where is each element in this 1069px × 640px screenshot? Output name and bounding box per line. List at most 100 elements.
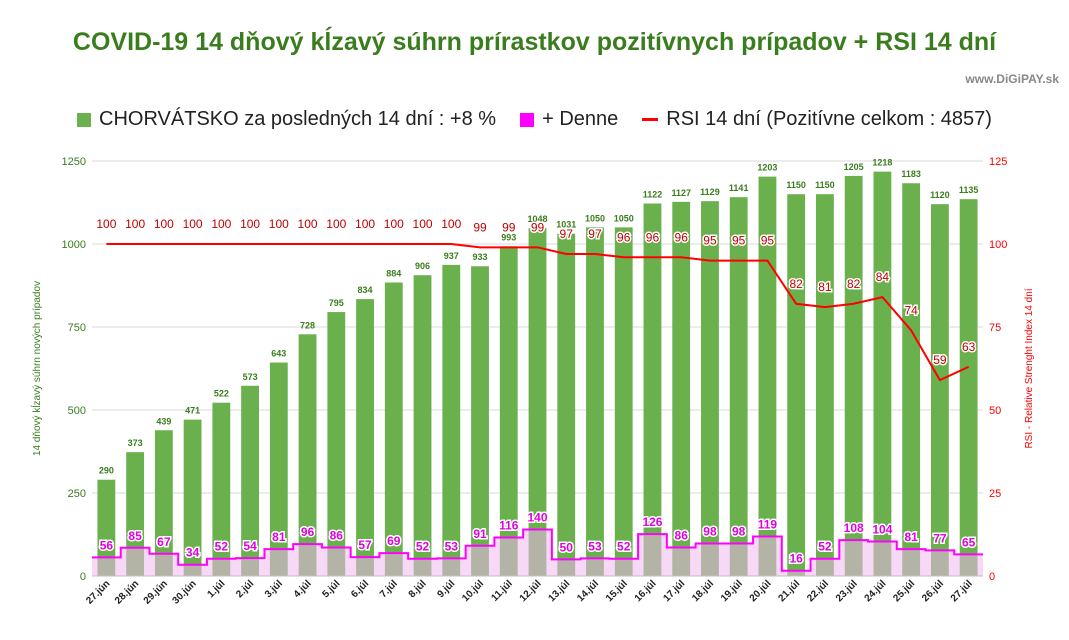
daily-value-label: 52 [416,540,430,554]
bar-value-label: 933 [473,252,488,262]
x-tick-label: 9.júl [435,578,457,600]
x-tick-label: 13.júl [546,578,572,604]
rsi-value-label: 95 [703,234,717,248]
bar-value-label: 1048 [527,214,547,224]
bar [212,402,231,576]
bar-value-label: 290 [99,466,114,476]
bar-value-label: 1218 [872,158,892,168]
legend: CHORVÁTSKO za posledných 14 dní : +8 % +… [0,108,1069,131]
rsi-value-label: 100 [384,217,404,231]
bar-value-label: 834 [358,285,373,295]
daily-value-label: 86 [675,528,689,542]
x-tick-label: 17.júl [661,578,687,604]
x-tick-label: 6.júl [349,578,371,600]
bar-value-label: 1150 [815,180,835,190]
rsi-value-label: 97 [588,227,602,241]
daily-value-label: 69 [387,534,401,548]
rsi-value-label: 100 [413,217,433,231]
legend-item-cumulative: CHORVÁTSKO za posledných 14 dní : +8 % [77,108,496,131]
bar-value-label: 1150 [786,180,806,190]
bar-value-label: 795 [329,298,344,308]
bar-value-label: 1203 [757,163,777,173]
bar [873,171,892,576]
x-tick-label: 18.júl [690,578,716,604]
daily-value-label: 56 [100,538,114,552]
rsi-value-label: 63 [962,340,976,354]
chart-title: COVID-19 14 dňový kĺzavý súhrn prírastko… [72,28,997,56]
rsi-value-label: 99 [473,220,487,234]
daily-value-label: 108 [844,521,864,535]
bar [327,312,346,576]
rsi-value-label: 74 [904,303,918,317]
bar-value-label: 1127 [671,188,691,198]
y-tick-label: 1000 [62,239,86,251]
daily-line [92,528,983,572]
bar [154,430,173,576]
daily-value-label: 81 [904,530,918,544]
bar [816,194,834,576]
bar [643,203,662,576]
bar-value-label: 1135 [959,185,979,195]
daily-value-label: 54 [243,539,257,553]
x-tick-label: 22.júl [805,578,831,604]
bar-value-label: 1120 [930,190,950,200]
bar-value-label: 993 [501,232,516,242]
x-tick-label: 14.júl [575,578,601,604]
x-tick-label: 16.júl [633,578,659,604]
y-tick-label: 0 [80,571,86,583]
daily-value-label: 52 [617,540,631,554]
bar-value-label: 373 [128,438,143,448]
daily-value-label: 50 [560,540,574,554]
rsi-value-label: 100 [211,217,231,231]
daily-value-label: 67 [157,535,171,549]
y2-tick-label: 100 [989,239,1007,251]
y-tick-label: 750 [68,322,86,334]
daily-value-label: 52 [215,540,229,554]
rsi-value-label: 97 [560,227,574,241]
daily-value-label: 57 [358,538,372,552]
x-tick-label: 29.jún [142,578,170,606]
daily-value-label: 53 [445,539,459,553]
y-tick-label: 500 [68,405,86,417]
rsi-value-label: 100 [326,217,346,231]
x-tick-label: 26.júl [920,578,946,604]
daily-value-label: 140 [527,511,547,525]
daily-value-label: 53 [588,539,602,553]
rsi-value-label: 99 [502,220,516,234]
daily-value-label: 81 [272,530,286,544]
daily-value-label: 119 [758,517,778,531]
legend-swatch-daily [520,112,535,127]
x-tick-label: 24.júl [863,578,889,604]
x-tick-label: 15.júl [604,578,630,604]
rsi-value-label: 96 [617,230,631,244]
rsi-value-label: 100 [355,217,375,231]
x-tick-label: 5.júl [320,578,342,600]
daily-value-label: 52 [818,540,832,554]
bar-value-label: 522 [214,389,229,399]
rsi-line [106,243,970,382]
daily-value-label: 96 [301,525,315,539]
rsi-value-label: 100 [154,217,174,231]
rsi-value-label: 95 [761,234,775,248]
bar [499,246,518,576]
daily-area [92,529,983,576]
bar-value-label: 906 [415,261,430,271]
x-tick-label: 10.júl [460,578,486,604]
daily-value-label: 104 [872,522,892,536]
x-tick-label: 12.júl [518,578,544,604]
bar-value-label: 1122 [643,189,663,199]
rsi-value-label: 81 [818,280,832,294]
y2-tick-label: 75 [989,322,1001,334]
x-tick-label: 2.júl [234,578,256,600]
bar [298,334,317,576]
x-tick-label: 8.júl [407,578,429,600]
rsi-value-label: 96 [675,230,689,244]
bar-value-label: 1050 [614,213,634,223]
bar [241,385,259,576]
daily-value-label: 98 [703,524,717,538]
rsi-value-label: 95 [732,234,746,248]
daily-value-label: 34 [186,546,200,560]
legend-item-rsi: RSI 14 dní (Pozitívne celkom : 4857) [642,108,992,131]
rsi-value-label: 82 [789,277,803,291]
x-tick-label: 28.jún [113,578,141,606]
